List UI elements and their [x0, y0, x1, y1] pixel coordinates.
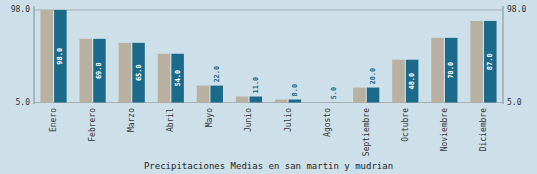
bar [367, 88, 380, 103]
data-label: 98.0 [56, 48, 64, 65]
chart-svg: 5.0 5.0 98.0 98.0 98.0 69.0 65.0 54.0 22.0 11.0 8.… [0, 0, 537, 174]
x-tick-label: Julio [284, 108, 293, 132]
bar [54, 10, 67, 103]
y-tick-label: 5.0 [16, 98, 31, 107]
bar [406, 60, 419, 103]
x-tick-label: Febrero [88, 108, 97, 142]
data-label: 22.0 [213, 66, 221, 83]
bar [40, 10, 53, 103]
data-labels: 98.0 69.0 65.0 54.0 22.0 11.0 8.0 5.0 20.0 48.0 70… [56, 48, 494, 100]
x-tick-label: Marzo [127, 108, 136, 132]
chart-container: 5.0 5.0 98.0 98.0 98.0 69.0 65.0 54.0 22.0 11.0 8.… [0, 0, 537, 174]
y-axis-line [34, 6, 35, 104]
data-label: 54.0 [174, 70, 182, 87]
bar [470, 21, 483, 103]
data-label: 8.0 [291, 84, 299, 97]
data-label: 70.0 [447, 62, 455, 79]
x-tick-label: Diciembre [479, 108, 488, 152]
x-tick-label: Octubre [401, 108, 410, 142]
bar [93, 39, 106, 103]
data-label: 5.0 [330, 87, 338, 100]
y-axis-line-right [503, 6, 504, 104]
bar [158, 54, 171, 103]
x-tick-label: Enero [49, 108, 58, 132]
bars [40, 10, 496, 103]
x-tick-label: Noviembre [440, 108, 449, 152]
data-label: 87.0 [486, 53, 494, 70]
bar [484, 21, 497, 103]
bar [236, 97, 249, 103]
y-tick-label-right: 98.0 [507, 5, 526, 14]
bar [353, 88, 366, 103]
y-tick-label-right: 5.0 [507, 98, 522, 107]
data-label: 69.0 [95, 62, 103, 79]
bar [80, 39, 93, 103]
bar [119, 43, 132, 103]
bar [431, 38, 444, 103]
bar [250, 97, 263, 103]
bar [328, 102, 341, 103]
data-label: 65.0 [135, 64, 143, 81]
bar [132, 43, 145, 103]
x-tick-label: Agosto [323, 108, 332, 137]
bar [210, 86, 223, 103]
x-tick-label: Mayo [205, 108, 214, 127]
bar [314, 102, 327, 103]
bar [289, 100, 302, 103]
grid-line [34, 9, 503, 10]
data-label: 48.0 [408, 73, 416, 90]
x-tick-label: Septiembre [362, 108, 371, 156]
x-tick-label: Abril [166, 108, 175, 132]
x-tick-label: Junio [244, 108, 253, 132]
data-label: 20.0 [369, 68, 377, 85]
y-tick-label: 98.0 [11, 5, 30, 14]
bar [275, 100, 288, 103]
bar [445, 38, 458, 103]
bar [197, 86, 210, 103]
data-label: 11.0 [252, 77, 260, 94]
bar [171, 54, 184, 103]
x-axis-label: Precipitaciones Medias en san martin y m… [144, 161, 393, 171]
bar [392, 60, 405, 103]
